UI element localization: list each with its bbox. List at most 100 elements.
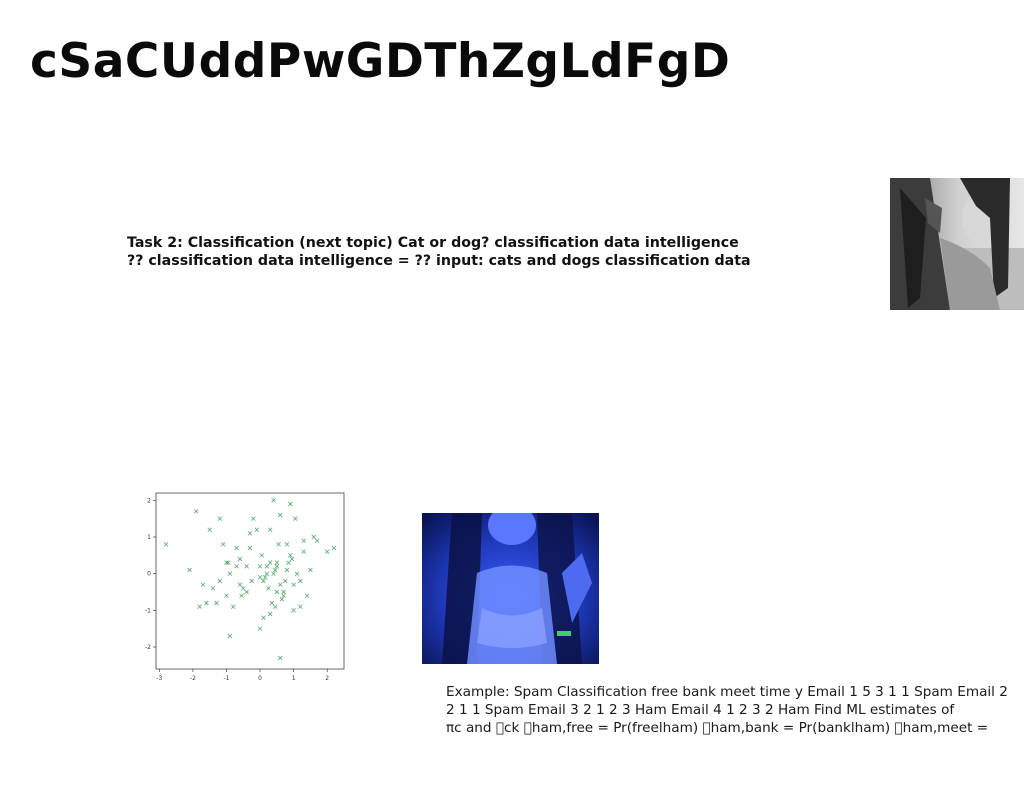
scatter-point	[269, 600, 275, 606]
scatter-point	[227, 633, 233, 639]
scatter-point	[287, 553, 293, 558]
scatter-point	[237, 556, 243, 562]
scatter-point	[293, 516, 298, 521]
scatter-point	[301, 538, 307, 543]
scatter-point	[304, 593, 310, 598]
scatter-point	[289, 556, 295, 562]
scatter-point	[282, 578, 288, 584]
scatter-point	[271, 571, 276, 576]
scatter-point	[331, 545, 337, 551]
scatter-point	[266, 586, 271, 591]
scatter-point	[311, 534, 317, 540]
scatter-point	[254, 527, 260, 532]
scatter-point	[281, 589, 286, 595]
scatter-point	[261, 615, 266, 620]
scatter-point	[197, 604, 202, 609]
scatter-point	[279, 597, 285, 602]
scatter-point	[224, 560, 229, 565]
scatter-point	[251, 516, 256, 521]
slide-title: cSaCUddPwGDThZgLdFgD	[30, 34, 731, 89]
scatter-point	[281, 593, 286, 598]
x-tick-label: -3	[156, 675, 162, 682]
scatter-point	[193, 509, 199, 514]
scatter-point	[314, 538, 320, 543]
scatter-point	[240, 586, 246, 591]
scatter-point	[262, 575, 268, 580]
scatter-point	[239, 593, 244, 598]
scatter-point	[261, 578, 266, 584]
scatter-point	[234, 545, 239, 551]
scatter-point	[276, 542, 281, 547]
scatter-point	[247, 545, 253, 551]
x-tick-label: 2	[325, 675, 329, 682]
scatter-point	[225, 560, 231, 565]
scatter-point	[286, 560, 291, 565]
scatter-point	[247, 531, 253, 536]
y-tick-label: 1	[147, 534, 151, 541]
scatter-point	[237, 582, 243, 587]
scatter-point	[274, 564, 280, 569]
scatter-point	[298, 578, 303, 584]
scatter-point	[272, 604, 278, 609]
scatter-point	[163, 542, 169, 547]
scatter-point	[274, 589, 280, 595]
scatter-point	[274, 560, 280, 565]
example-text: Example: Spam Classification free bank m…	[446, 683, 1024, 737]
example-line: 2 1 1 Spam Email 3 2 1 2 3 Ham Email 4 1…	[446, 702, 955, 718]
scatter-point	[220, 542, 226, 547]
grayscale-photo	[890, 178, 1024, 310]
scatter-point	[287, 501, 293, 507]
scatter-point	[291, 608, 296, 613]
scatter-point	[272, 567, 278, 573]
scatter-point	[210, 586, 216, 591]
scatter-point	[259, 553, 265, 558]
scatter-point	[298, 604, 303, 609]
scatter-point	[294, 571, 300, 576]
scatter-point	[301, 549, 307, 554]
scatter-point	[204, 600, 209, 606]
scatter-chart: -3 -2 -1 0 1 2 2 1 0 -1 -2	[145, 492, 345, 682]
scatter-point	[277, 582, 283, 587]
scatter-point	[271, 498, 276, 503]
scatter-point	[267, 560, 273, 565]
y-tick-label: 0	[147, 571, 151, 578]
x-tick-label: -2	[190, 675, 196, 682]
scatter-point	[267, 527, 273, 532]
scatter-point	[277, 512, 283, 518]
scatter-point	[267, 611, 273, 617]
y-tick-label: -2	[145, 644, 151, 651]
x-tick-label: -1	[224, 675, 230, 682]
blue-photo	[422, 513, 599, 664]
y-tick-label: -1	[145, 607, 151, 614]
task-line: Task 2: Classification (next topic) Cat …	[127, 235, 739, 251]
scatter-point	[284, 567, 290, 573]
scatter-point	[244, 589, 249, 595]
scatter-point	[284, 542, 290, 547]
scatter-point	[217, 516, 223, 521]
scatter-point	[217, 578, 223, 584]
example-line: πc and  ck  ham,free = Pr(freelham)  ham…	[446, 720, 989, 736]
x-tick-label: 1	[292, 675, 296, 682]
scatter-point	[207, 527, 213, 532]
y-tick-label: 2	[147, 497, 151, 504]
scatter-point	[308, 567, 313, 573]
scatter-point	[200, 582, 206, 587]
scatter-point	[230, 604, 236, 609]
example-line: Example: Spam Classification free bank m…	[446, 684, 1008, 700]
scatter-point	[224, 593, 229, 598]
scatter-point	[264, 571, 270, 576]
scatter-point	[257, 564, 263, 569]
scatter-point	[244, 564, 249, 569]
scatter-point	[277, 655, 283, 661]
task-text: Task 2: Classification (next topic) Cat …	[127, 234, 807, 270]
scatter-point	[249, 578, 254, 584]
scatter-point	[264, 564, 270, 569]
scatter-point	[324, 549, 330, 554]
scatter-point	[257, 575, 263, 580]
task-line: ?? classification data intelligence = ??…	[127, 253, 751, 269]
scatter-point	[291, 582, 296, 587]
scatter-point	[227, 571, 233, 576]
plot-area	[155, 492, 345, 670]
scatter-point	[187, 567, 192, 573]
scatter-point	[234, 564, 239, 569]
